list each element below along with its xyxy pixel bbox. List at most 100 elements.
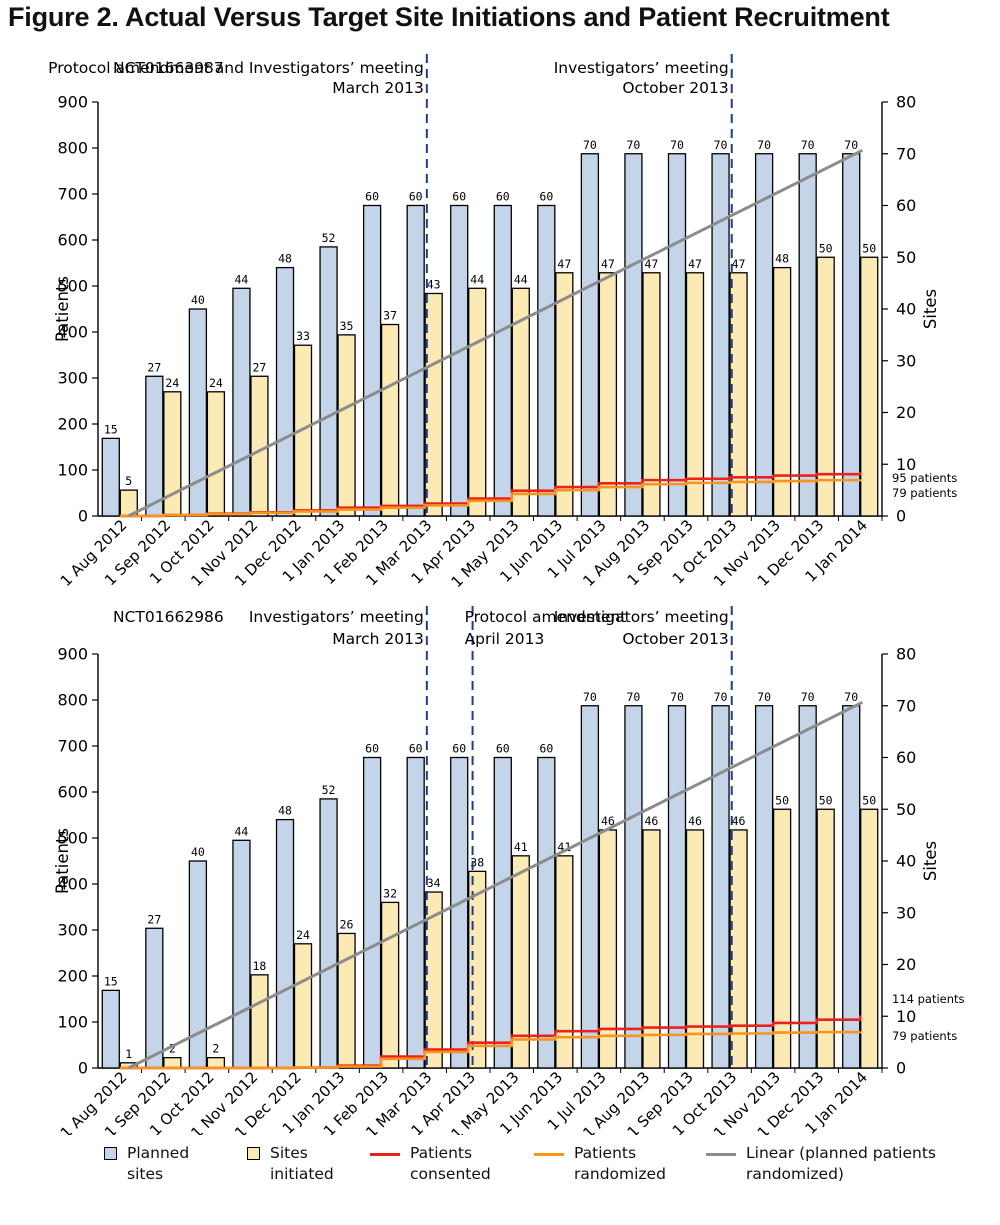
- data-label-planned: 60: [539, 742, 553, 756]
- y-tick-label-right: 40: [896, 852, 916, 871]
- legend-swatch: [247, 1147, 260, 1160]
- bar-sites-initiated: [642, 272, 661, 517]
- bar-sites-initiated: [860, 256, 879, 517]
- data-label-planned: 27: [147, 360, 161, 374]
- data-label-initiated: 24: [296, 928, 310, 942]
- y-tick-label-left: 700: [57, 737, 88, 756]
- data-label-initiated: 46: [645, 814, 659, 828]
- y-tick-label-right: 50: [896, 248, 916, 267]
- data-label-initiated: 27: [253, 360, 267, 374]
- bar-planned-sites: [537, 756, 556, 1069]
- data-label-initiated: 48: [775, 252, 789, 266]
- data-label-planned: 27: [147, 912, 161, 926]
- y-tick-label-left: 600: [57, 231, 88, 250]
- bar-sites-initiated: [380, 323, 400, 517]
- data-label-planned: 70: [627, 138, 641, 152]
- y-tick-label-right: 10: [896, 455, 916, 474]
- y-tick-label-right: 60: [896, 748, 916, 767]
- event-label: Investigators’ meeting: [554, 608, 729, 626]
- bar-planned-sites: [580, 153, 600, 517]
- end-label: 95 patients: [892, 471, 957, 485]
- y-tick-label-left: 900: [57, 93, 88, 112]
- line-linear: [127, 148, 864, 518]
- bar-sites-initiated: [511, 855, 530, 1069]
- trial-id: NCT01663987: [113, 59, 224, 77]
- data-label-planned: 70: [714, 138, 728, 152]
- data-label-initiated: 44: [470, 272, 484, 286]
- event-label: Protocol amendment and Investigators’ me…: [48, 59, 424, 77]
- bar-planned-sites: [493, 204, 512, 517]
- figure-title: Figure 2. Actual Versus Target Site Init…: [8, 2, 890, 32]
- data-label-initiated: 41: [514, 840, 528, 854]
- bar-planned-sites: [145, 927, 164, 1069]
- event-date: October 2013: [622, 79, 728, 97]
- bar-sites-initiated: [380, 901, 400, 1069]
- data-label-planned: 70: [801, 138, 815, 152]
- bar-sites-initiated: [685, 272, 705, 517]
- bar-planned-sites: [667, 153, 687, 517]
- data-label-planned: 48: [278, 804, 292, 818]
- data-label-planned: 60: [365, 190, 379, 204]
- bar-planned-sites: [667, 705, 687, 1069]
- event-label: Investigators’ meeting: [554, 59, 729, 77]
- data-label-initiated: 32: [383, 886, 397, 900]
- data-label-planned: 40: [191, 293, 205, 307]
- legend-item: Patients randomized: [534, 1143, 704, 1185]
- data-label-initiated: 46: [688, 814, 702, 828]
- bar-sites-initiated: [337, 334, 356, 517]
- bar-sites-initiated: [729, 272, 748, 517]
- line-patients-consented: [119, 1015, 862, 1070]
- bar-planned-sites: [406, 756, 425, 1069]
- y-tick-label-right: 30: [896, 903, 916, 922]
- y-tick-label-left: 300: [57, 921, 88, 940]
- event-date: October 2013: [622, 630, 728, 648]
- data-label-planned: 15: [104, 974, 118, 988]
- bar-sites-initiated: [293, 943, 313, 1069]
- data-label-planned: 70: [583, 138, 597, 152]
- bar-sites-initiated: [468, 287, 487, 517]
- bar-sites-initiated: [250, 974, 269, 1069]
- bar-planned-sites: [450, 756, 469, 1069]
- event-label: Protocol amendment: [465, 608, 627, 626]
- y-tick-label-right: 50: [896, 800, 916, 819]
- data-label-planned: 40: [191, 845, 205, 859]
- y-tick-label-left: 900: [57, 645, 88, 664]
- data-label-initiated: 33: [296, 329, 310, 343]
- data-label-initiated: 37: [383, 309, 397, 323]
- data-label-planned: 60: [365, 742, 379, 756]
- y-tick-label-left: 600: [57, 783, 88, 802]
- end-label: 79 patients: [892, 486, 957, 500]
- bar-sites-initiated: [860, 808, 879, 1069]
- data-label-planned: 70: [670, 690, 684, 704]
- trial-id: NCT01662986: [113, 608, 224, 626]
- data-label-initiated: 43: [427, 277, 441, 291]
- data-label-planned: 60: [496, 742, 510, 756]
- bar-planned-sites: [842, 705, 861, 1069]
- charts-canvas: NCT0166398701002003004005006007008009000…: [48, 54, 965, 1135]
- data-label-initiated: 44: [514, 272, 528, 286]
- data-label-planned: 44: [235, 272, 249, 286]
- bar-sites-initiated: [206, 1057, 226, 1069]
- data-label-initiated: 50: [775, 793, 789, 807]
- bar-sites-initiated: [729, 829, 748, 1069]
- bar-planned-sites: [101, 989, 120, 1069]
- y-tick-label-left: 200: [57, 415, 88, 434]
- bar-sites-initiated: [555, 855, 574, 1069]
- data-label-initiated: 47: [601, 257, 615, 271]
- data-label-initiated: 35: [340, 319, 354, 333]
- data-label-initiated: 26: [340, 917, 354, 931]
- data-label-initiated: 24: [165, 376, 179, 390]
- legend-item: Planned sites: [104, 1143, 207, 1185]
- y-tick-label-left: 300: [57, 369, 88, 388]
- data-label-planned: 60: [409, 742, 423, 756]
- event-date: March 2013: [332, 79, 424, 97]
- legend-item: Linear (planned patients randomized): [706, 1143, 976, 1185]
- bar-planned-sites: [101, 437, 120, 517]
- y-tick-label-left: 700: [57, 185, 88, 204]
- bar-planned-sites: [580, 705, 600, 1069]
- bar-planned-sites: [362, 756, 382, 1069]
- line-patients-consented: [119, 472, 862, 518]
- y-tick-label-right: 30: [896, 351, 916, 370]
- bar-sites-initiated: [598, 272, 618, 517]
- bar-planned-sites: [711, 705, 730, 1069]
